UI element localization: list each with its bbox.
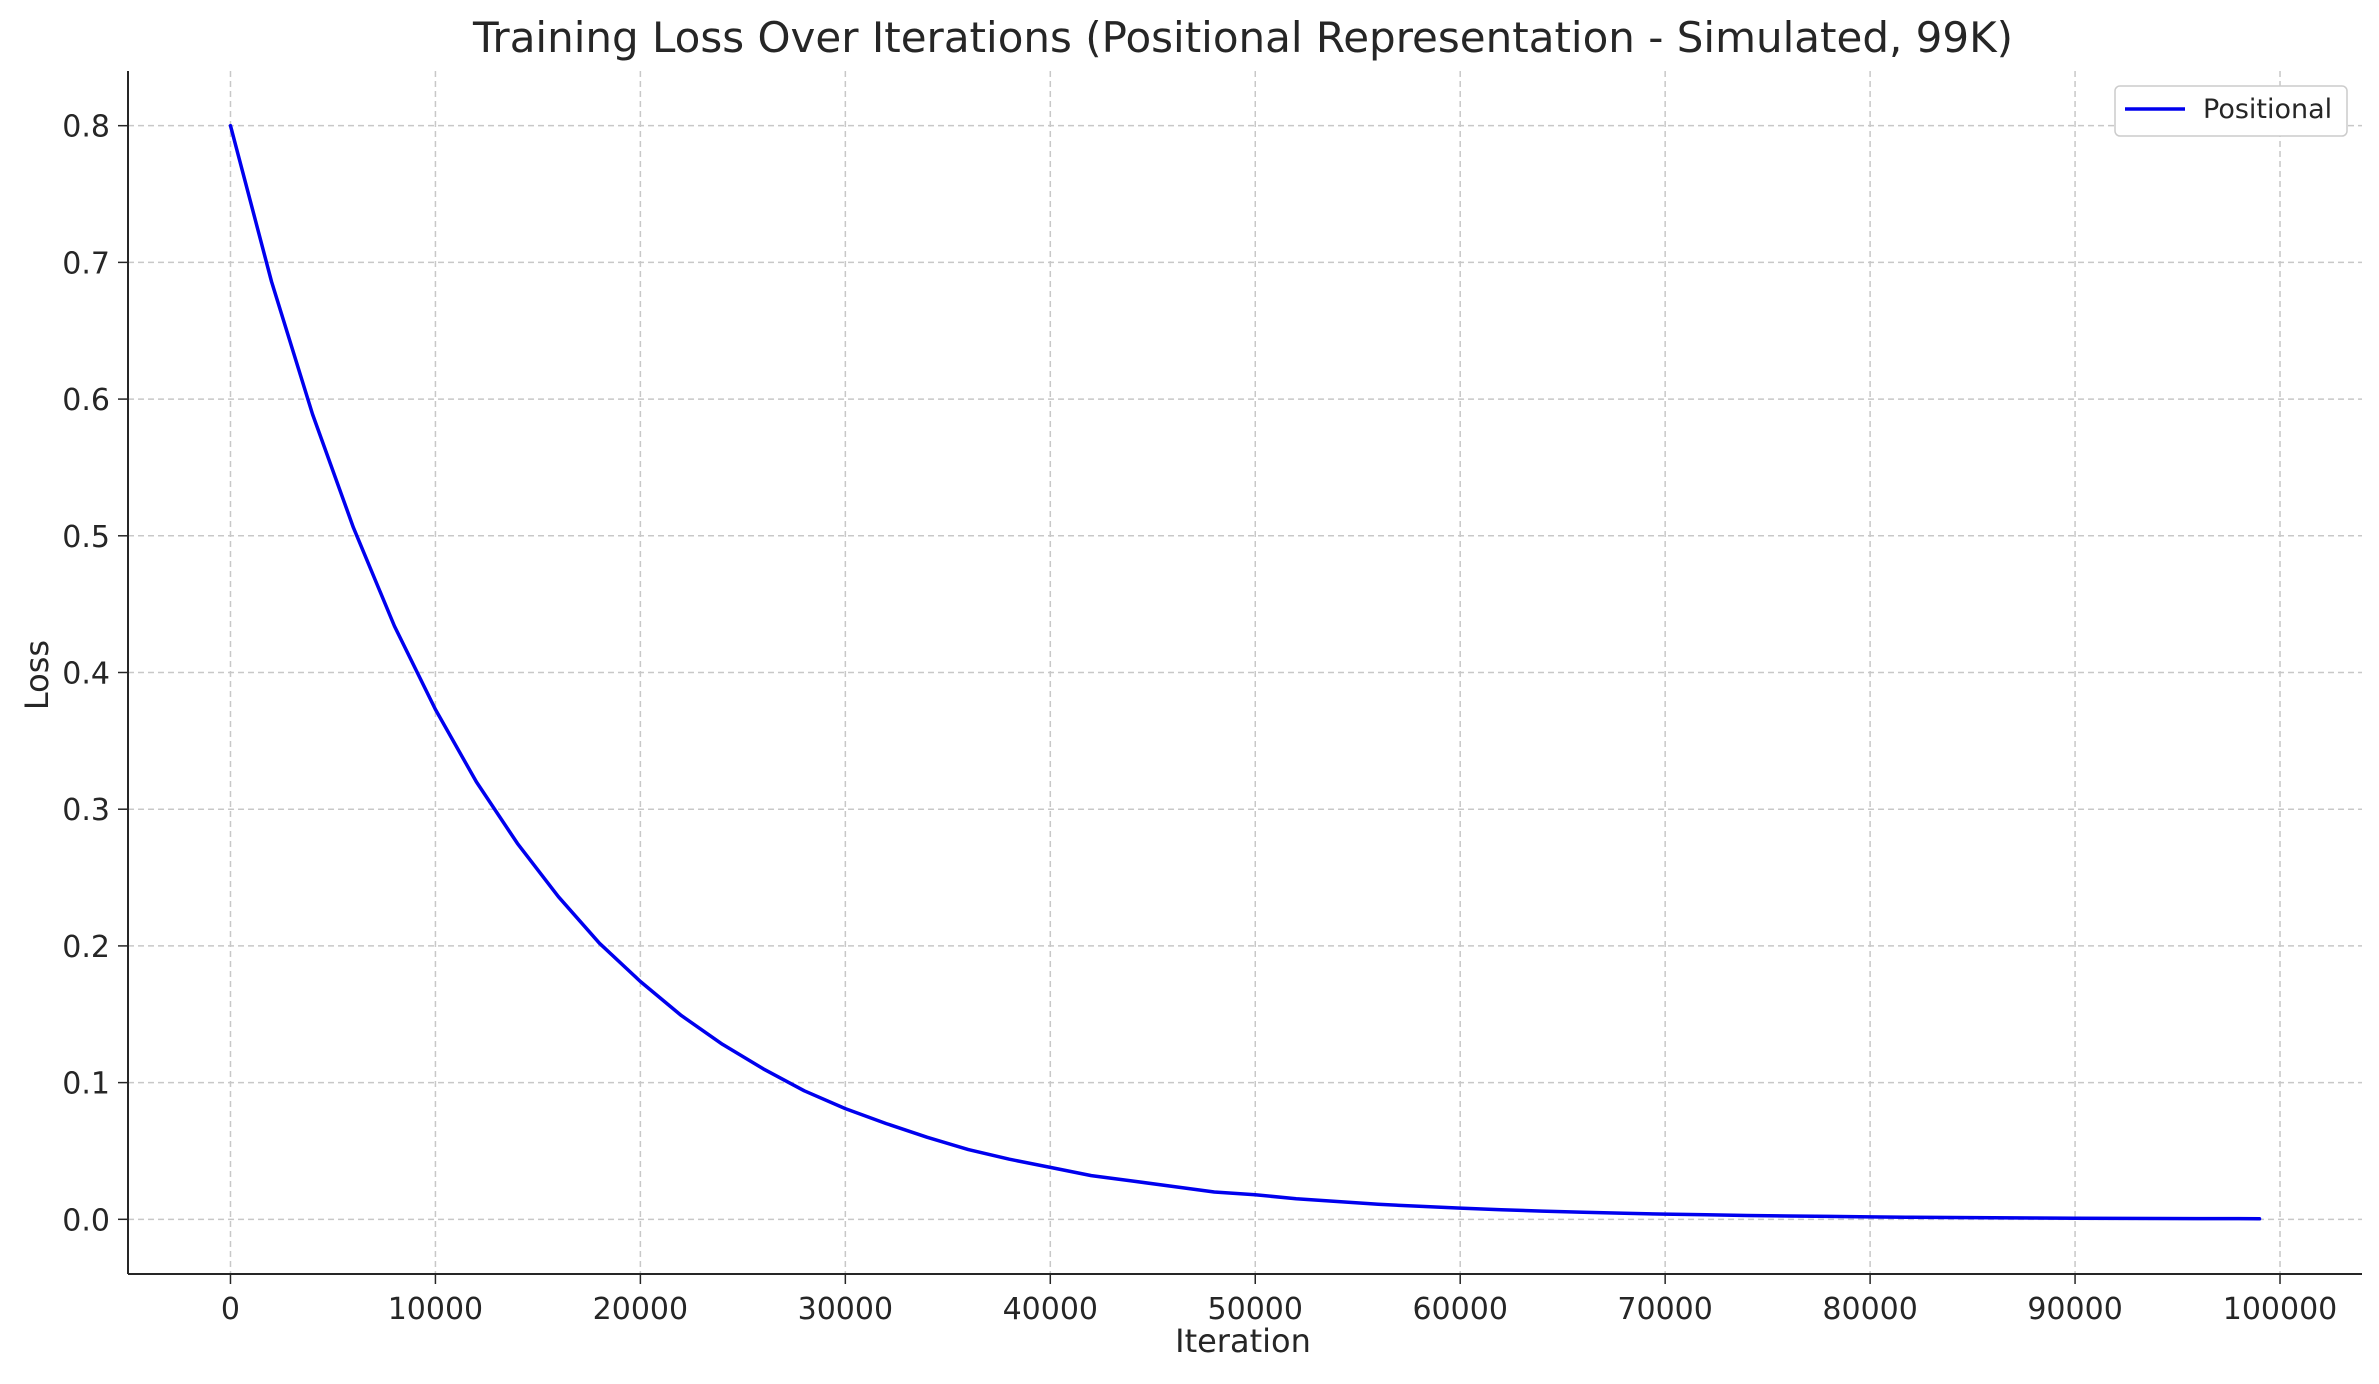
x-tick-label: 60000	[1412, 1292, 1507, 1327]
x-tick-label: 10000	[388, 1292, 483, 1327]
x-tick-label: 50000	[1208, 1292, 1303, 1327]
x-tick-label: 0	[221, 1292, 240, 1327]
x-tick-label: 70000	[1617, 1292, 1712, 1327]
ticks-layer: 0 10000 20000 30000 40000 50000 60000 70000 8000…	[62, 110, 2337, 1327]
legend-label-positional: Positional	[2203, 94, 2332, 125]
chart-title: Training Loss Over Iterations (Positiona…	[472, 13, 2013, 62]
y-tick-label: 0.3	[62, 793, 110, 828]
y-tick-label: 0.4	[62, 657, 110, 692]
y-tick-label: 0.8	[62, 110, 110, 145]
x-tick-label: 90000	[2027, 1292, 2122, 1327]
y-tick-label: 0.1	[62, 1067, 110, 1102]
series-layer	[228, 123, 2262, 1221]
y-tick-label: 0.0	[62, 1203, 110, 1238]
x-tick-label: 100000	[2223, 1292, 2338, 1327]
y-tick-label: 0.2	[62, 930, 110, 965]
x-tick-label: 80000	[1822, 1292, 1917, 1327]
y-axis-label: Loss	[18, 640, 56, 710]
legend-box	[2114, 85, 2348, 137]
y-tick-label: 0.6	[62, 383, 110, 418]
y-tick-label: 0.5	[62, 520, 110, 555]
x-axis-label: Iteration	[1175, 1322, 1311, 1360]
x-tick-label: 30000	[798, 1292, 893, 1327]
y-tick-label: 0.7	[62, 246, 110, 281]
legend: Positional	[2114, 85, 2348, 137]
series-line-positional	[228, 123, 2262, 1221]
grid-layer	[128, 71, 2362, 1274]
x-tick-label: 40000	[1003, 1292, 1098, 1327]
x-tick-label: 20000	[593, 1292, 688, 1327]
